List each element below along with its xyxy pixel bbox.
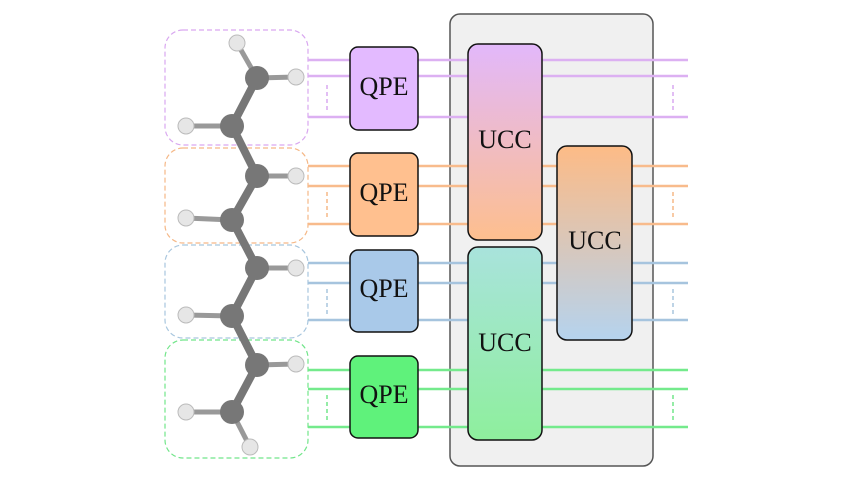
molecule [177, 34, 305, 456]
qpe-label: QPE [359, 72, 408, 101]
qpe-label: QPE [359, 274, 408, 303]
ucc-block: UCC [556, 145, 633, 341]
dashed-links [326, 85, 674, 422]
qpe-label: QPE [359, 380, 408, 409]
ucc-block: UCC [467, 43, 543, 241]
qpe-block: QPE [349, 46, 419, 131]
ucc-label: UCC [568, 226, 621, 255]
group-boxes [164, 29, 309, 459]
qpe-label: QPE [359, 178, 408, 207]
ucc-block: UCC [467, 246, 543, 441]
qpe-block: QPE [349, 355, 419, 439]
qpe-block: QPE [349, 152, 419, 237]
ucc-label: UCC [478, 125, 531, 154]
ucc-label: UCC [478, 328, 531, 357]
qpe-block: QPE [349, 249, 419, 333]
